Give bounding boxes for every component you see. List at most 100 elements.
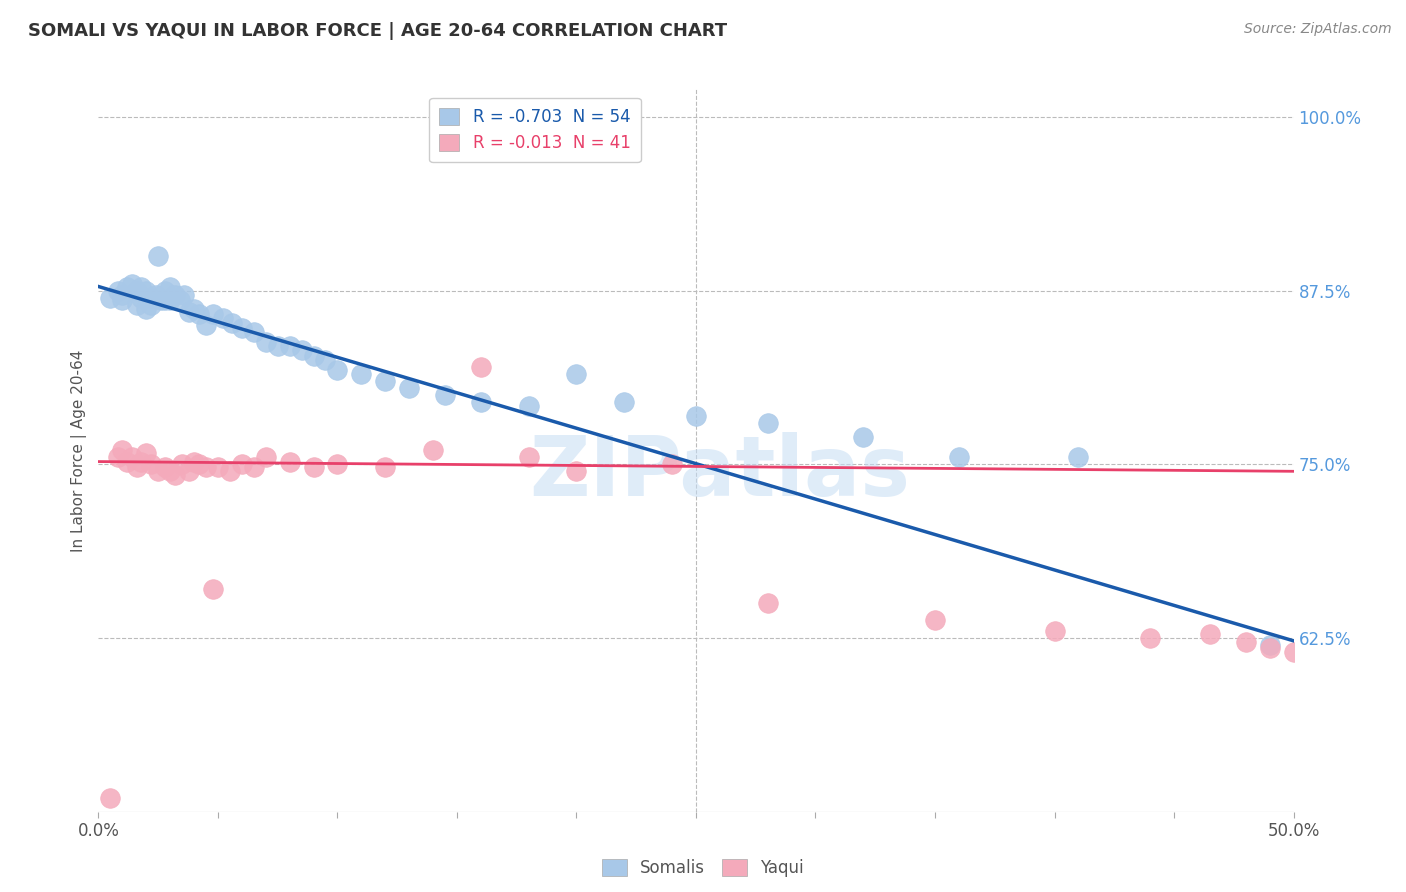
Point (98, 291, 122, 305)
Point (179, 304, 201, 318)
Point (1139, 631, 1161, 645)
Point (302, 460, 325, 475)
Point (231, 321, 253, 335)
Point (139, 297, 162, 311)
Point (107, 450, 129, 465)
Point (517, 399, 540, 413)
Point (111, 288, 134, 302)
Point (267, 339, 290, 353)
Point (115, 279, 138, 293)
Point (195, 318, 218, 333)
Text: ZIPatlas: ZIPatlas (530, 432, 910, 513)
Point (111, 443, 134, 458)
Point (121, 450, 143, 465)
Legend: R = -0.703  N = 54, R = -0.013  N = 41: R = -0.703 N = 54, R = -0.013 N = 41 (429, 97, 641, 162)
Point (231, 458, 253, 472)
Point (315, 353, 337, 368)
Point (470, 394, 492, 409)
Point (148, 249, 170, 263)
Point (243, 460, 266, 475)
Point (685, 409, 707, 423)
Point (155, 293, 177, 308)
Point (183, 454, 205, 468)
Point (948, 450, 970, 465)
Point (155, 460, 177, 475)
Point (1258, 638, 1281, 652)
Text: SOMALI VS YAQUI IN LABOR FORCE | AGE 20-64 CORRELATION CHART: SOMALI VS YAQUI IN LABOR FORCE | AGE 20-… (28, 22, 727, 40)
Point (1234, 635, 1257, 649)
Point (243, 326, 266, 340)
Point (187, 458, 209, 472)
Point (326, 458, 349, 472)
Point (135, 446, 157, 460)
Point (1067, 450, 1090, 465)
Point (172, 458, 194, 472)
Point (163, 288, 186, 302)
Point (207, 460, 229, 475)
Point (756, 596, 779, 610)
Point (565, 464, 588, 478)
Point (1043, 624, 1066, 639)
Point (661, 458, 683, 472)
Point (326, 363, 349, 377)
Point (121, 277, 143, 291)
Point (159, 293, 181, 308)
Legend: Somalis, Yaqui: Somalis, Yaqui (595, 852, 811, 884)
Point (98, 790, 122, 805)
Point (139, 458, 162, 472)
Text: Source: ZipAtlas.com: Source: ZipAtlas.com (1244, 22, 1392, 37)
Point (374, 374, 396, 388)
Point (221, 316, 243, 330)
Point (169, 293, 191, 308)
Point (202, 582, 225, 597)
Point (183, 301, 205, 316)
Point (125, 460, 148, 475)
Point (852, 429, 875, 443)
Point (254, 335, 277, 350)
Point (159, 464, 181, 478)
Point (107, 284, 129, 298)
Point (173, 288, 195, 302)
Point (125, 284, 148, 298)
Point (517, 450, 540, 465)
Point (374, 460, 396, 475)
Point (148, 464, 170, 478)
Point (254, 450, 277, 465)
Point (111, 293, 134, 308)
Point (139, 291, 162, 305)
Point (398, 381, 420, 395)
Point (470, 360, 492, 375)
Point (756, 416, 779, 430)
Point (131, 279, 153, 293)
Point (131, 291, 153, 305)
Point (145, 288, 167, 302)
Point (125, 297, 148, 311)
Point (434, 388, 457, 402)
Point (163, 468, 186, 483)
Point (179, 464, 201, 478)
Point (155, 284, 177, 298)
Point (924, 613, 946, 627)
Point (211, 311, 233, 326)
Point (565, 367, 588, 381)
Point (219, 464, 242, 478)
Point (149, 293, 172, 308)
Point (195, 460, 218, 475)
Point (1258, 640, 1281, 655)
Point (115, 454, 138, 468)
Point (302, 349, 325, 363)
Point (350, 367, 373, 381)
Point (278, 339, 301, 353)
Point (1199, 627, 1222, 641)
Point (291, 343, 314, 358)
Point (613, 394, 636, 409)
Y-axis label: In Labor Force | Age 20-64: In Labor Force | Age 20-64 (72, 350, 87, 551)
Point (278, 454, 301, 468)
Point (1282, 645, 1305, 659)
Point (202, 307, 225, 321)
Point (131, 454, 153, 468)
Point (422, 443, 444, 458)
Point (135, 284, 157, 298)
Point (135, 301, 157, 316)
Point (159, 279, 181, 293)
